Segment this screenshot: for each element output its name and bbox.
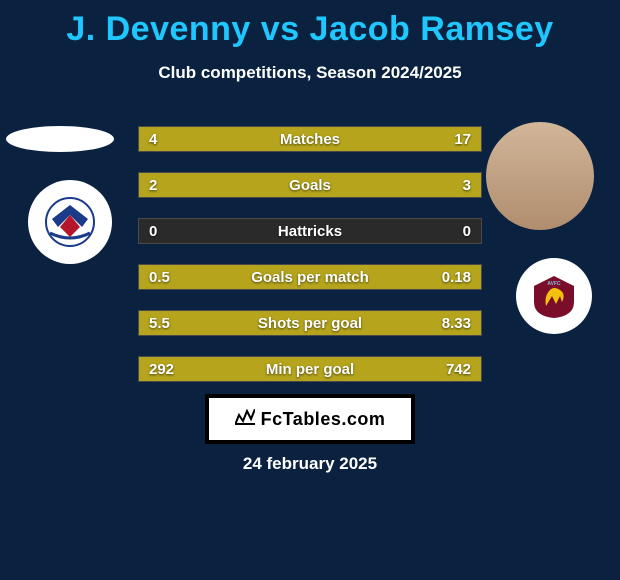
stat-row: Goals per match0.5 0.18 bbox=[138, 264, 482, 290]
stat-value-right: 0.18 bbox=[442, 265, 471, 289]
stat-label: Matches bbox=[139, 127, 481, 151]
logo-text: FcTables.com bbox=[261, 409, 386, 430]
stat-value-left: 292 bbox=[149, 357, 174, 381]
stat-value-left: 4 bbox=[149, 127, 157, 151]
comparison-title: J. Devenny vs Jacob Ramsey bbox=[0, 0, 620, 49]
stat-row: Shots per goal5.5 8.33 bbox=[138, 310, 482, 336]
stats-bars-container: Matches4 17 Goals2 3 Hattricks0 0 Goals per ma… bbox=[138, 126, 482, 402]
stat-value-left: 0 bbox=[149, 219, 157, 243]
stat-label: Shots per goal bbox=[139, 311, 481, 335]
stat-value-left: 0.5 bbox=[149, 265, 170, 289]
stat-value-right: 3 bbox=[463, 173, 471, 197]
stat-row: Min per goal292 742 bbox=[138, 356, 482, 382]
stat-value-left: 5.5 bbox=[149, 311, 170, 335]
stat-value-right: 742 bbox=[446, 357, 471, 381]
stat-value-left: 2 bbox=[149, 173, 157, 197]
stat-label: Goals per match bbox=[139, 265, 481, 289]
chart-icon bbox=[235, 409, 255, 430]
svg-text:AVFC: AVFC bbox=[547, 281, 561, 287]
club-left-crest bbox=[28, 180, 112, 264]
player-right-avatar bbox=[486, 122, 594, 230]
stat-label: Goals bbox=[139, 173, 481, 197]
player-left-avatar bbox=[6, 126, 114, 152]
lion-icon: AVFC bbox=[530, 272, 578, 320]
stat-label: Min per goal bbox=[139, 357, 481, 381]
fctables-logo: FcTables.com bbox=[205, 394, 415, 444]
eagle-icon bbox=[40, 197, 100, 247]
stat-value-right: 0 bbox=[463, 219, 471, 243]
stat-row: Matches4 17 bbox=[138, 126, 482, 152]
stat-value-right: 17 bbox=[454, 127, 471, 151]
stat-row: Hattricks0 0 bbox=[138, 218, 482, 244]
club-right-crest: AVFC bbox=[516, 258, 592, 334]
stat-label: Hattricks bbox=[139, 219, 481, 243]
comparison-subtitle: Club competitions, Season 2024/2025 bbox=[0, 63, 620, 83]
stat-value-right: 8.33 bbox=[442, 311, 471, 335]
stat-row: Goals2 3 bbox=[138, 172, 482, 198]
comparison-date: 24 february 2025 bbox=[0, 454, 620, 474]
